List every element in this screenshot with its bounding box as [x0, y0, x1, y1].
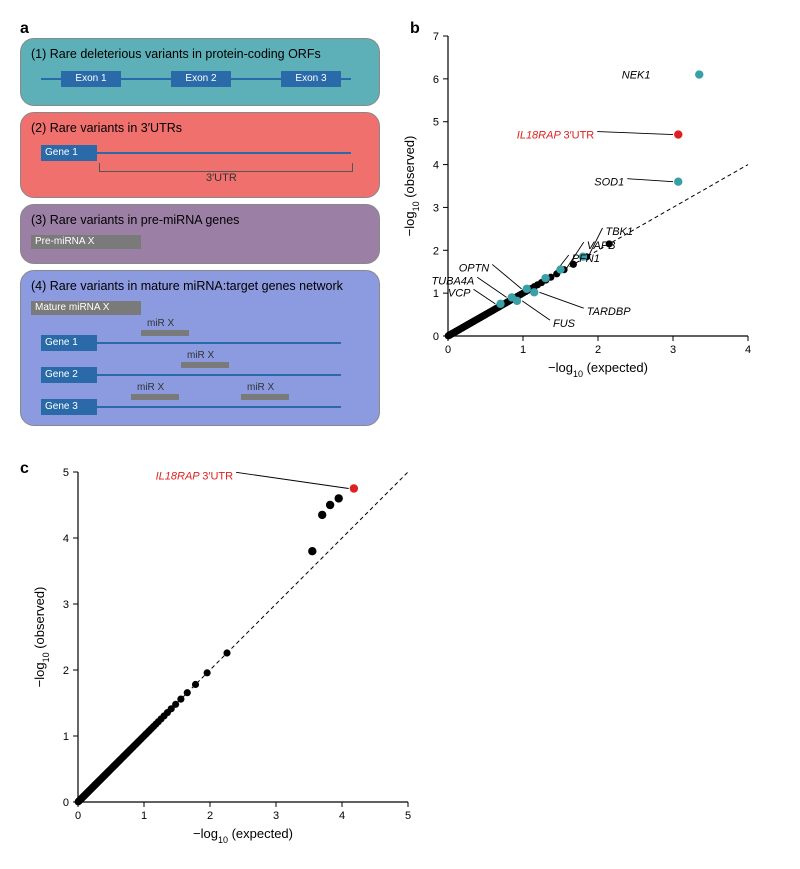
svg-text:4: 4	[63, 533, 69, 545]
svg-text:0: 0	[63, 797, 69, 809]
svg-text:1: 1	[433, 288, 439, 300]
svg-text:3: 3	[670, 344, 676, 356]
svg-text:3: 3	[273, 810, 279, 822]
mir-label: miR X	[247, 382, 274, 393]
svg-text:1: 1	[63, 731, 69, 743]
figure-root: a (1) Rare deleterious variants in prote…	[20, 20, 780, 849]
svg-text:−log10 (observed): −log10 (observed)	[32, 587, 51, 688]
box-mature-mirna: (4) Rare variants in mature miRNA:target…	[20, 270, 380, 426]
svg-text:6: 6	[433, 74, 439, 86]
gene-annotation: OPTN	[459, 262, 490, 274]
svg-text:5: 5	[433, 117, 439, 129]
highlight-point	[530, 288, 538, 296]
qq-plot: 0 1 2 3 4 0 1 2 3 4 5 6 7 NEK1 IL18RAP 3′UTR SOD1 TBK1 VA…	[400, 24, 760, 378]
gene-annotation: FUS	[553, 318, 576, 330]
svg-text:1: 1	[141, 810, 147, 822]
highlight-point	[674, 130, 682, 138]
svg-text:0: 0	[75, 810, 81, 822]
svg-text:7: 7	[433, 31, 439, 43]
box-title: (4) Rare variants in mature miRNA:target…	[31, 279, 369, 293]
gene-annotation: IL18RAP 3′UTR	[156, 470, 234, 482]
mir-label: miR X	[187, 350, 214, 361]
svg-text:5: 5	[63, 467, 69, 479]
box-3utr: (2) Rare variants in 3′UTRs Gene 1 3′UTR	[20, 112, 380, 198]
svg-text:2: 2	[63, 665, 69, 677]
gene-annotation: TUBA4A	[431, 275, 474, 287]
highlight-point	[523, 285, 531, 293]
highlight-point	[513, 297, 521, 305]
qq-plot: 012345012345IL18RAP 3′UTR−log10 (expecte…	[30, 460, 420, 844]
highlight-point	[674, 178, 682, 186]
gene-block: Gene 2	[41, 367, 97, 383]
svg-text:2: 2	[207, 810, 213, 822]
svg-text:4: 4	[339, 810, 345, 822]
svg-text:−log10 (expected): −log10 (expected)	[548, 360, 648, 378]
box-pre-mirna: (3) Rare variants in pre-miRNA genes Pre…	[20, 204, 380, 264]
gene-annotation: TARDBP	[587, 306, 631, 318]
svg-text:4: 4	[745, 344, 751, 356]
mir-label: miR X	[147, 318, 174, 329]
gene-block: Gene 1	[41, 145, 97, 161]
exon-block: Exon 1	[61, 71, 121, 87]
panel-b-column: b 0123401234567NEK1IL18RAP 3′UTRSOD1TBK1…	[400, 20, 780, 383]
panel-c-column: c 012345012345IL18RAP 3′UTR−log10 (expec…	[20, 460, 440, 849]
svg-text:1: 1	[520, 344, 526, 356]
gene-annotation: IL18RAP 3′UTR	[517, 130, 595, 142]
gene-annotation: VCP	[448, 287, 471, 299]
svg-text:−log10 (observed): −log10 (observed)	[402, 136, 421, 237]
svg-text:3: 3	[63, 599, 69, 611]
box-title: (2) Rare variants in 3′UTRs	[31, 121, 369, 135]
svg-text:2: 2	[433, 245, 439, 257]
gene-annotation: NEK1	[622, 70, 651, 82]
highlight-point	[556, 265, 564, 273]
box-coding-orfs: (1) Rare deleterious variants in protein…	[20, 38, 380, 106]
gene-annotation: SOD1	[594, 177, 624, 189]
panel-a-column: a (1) Rare deleterious variants in prote…	[20, 20, 400, 432]
panel-b: 0 1 2 3 4 0 1 2 3 4 5 6 7 NEK1 IL18RAP 3′UTR SOD1 TBK1 VA…	[400, 24, 780, 383]
gene-annotation: PFN1	[572, 253, 600, 265]
pre-mirna-block: Pre-miRNA X	[31, 235, 141, 249]
box-title: (3) Rare variants in pre-miRNA genes	[31, 213, 369, 227]
svg-text:3: 3	[433, 202, 439, 214]
gene-annotation: VAPB	[587, 240, 616, 252]
mir-label: miR X	[137, 382, 164, 393]
highlight-point	[695, 70, 703, 78]
svg-text:5: 5	[405, 810, 411, 822]
panel-a-label: a	[20, 20, 400, 38]
gene-block: Gene 1	[41, 335, 97, 351]
highlight-point	[350, 484, 358, 492]
svg-text:0: 0	[445, 344, 451, 356]
exon-block: Exon 3	[281, 71, 341, 87]
panel-c: 012345012345IL18RAP 3′UTR−log10 (expecte…	[30, 460, 440, 849]
exon-block: Exon 2	[171, 71, 231, 87]
panel-c-label: c	[20, 460, 29, 478]
svg-text:4: 4	[433, 160, 439, 172]
panel-a: (1) Rare deleterious variants in protein…	[20, 38, 380, 426]
svg-text:0: 0	[433, 331, 439, 343]
box-title: (1) Rare deleterious variants in protein…	[31, 47, 369, 61]
utr-label: 3′UTR	[206, 172, 237, 184]
mature-mirna-block: Mature miRNA X	[31, 301, 141, 315]
highlight-point	[496, 300, 504, 308]
highlight-point	[541, 274, 549, 282]
gene-annotation: TBK1	[606, 226, 634, 238]
gene-block: Gene 3	[41, 399, 97, 415]
svg-text:2: 2	[595, 344, 601, 356]
